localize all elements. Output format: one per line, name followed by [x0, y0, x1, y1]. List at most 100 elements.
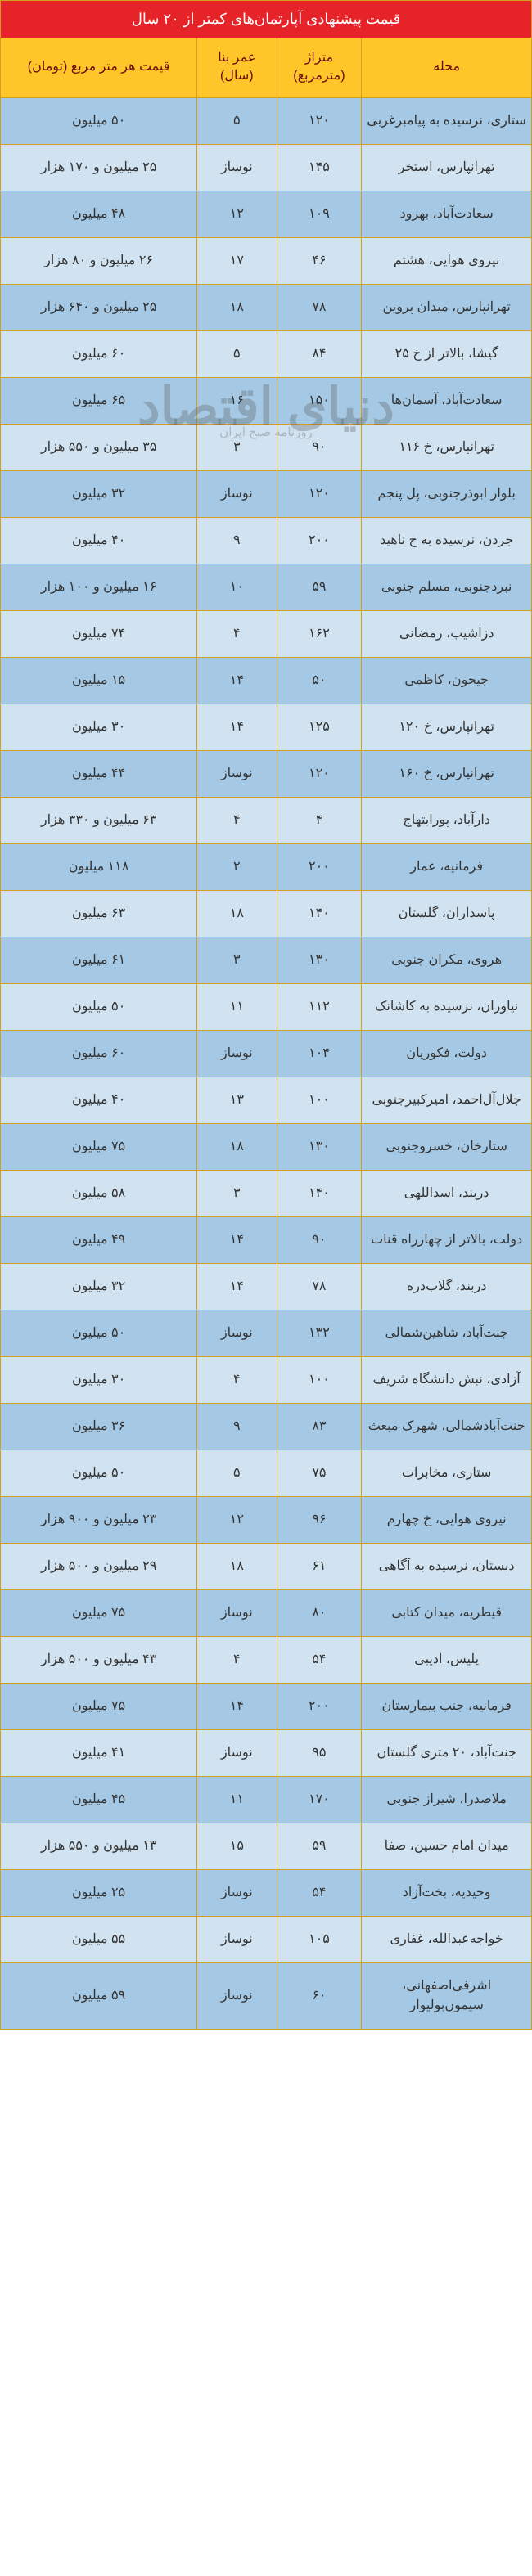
cell-price: ۱۱۸ میلیون	[1, 843, 197, 890]
cell-age: ۱۳	[197, 1077, 277, 1123]
cell-neighborhood: جنت‌آباد، ۲۰ متری گلستان	[362, 1729, 532, 1776]
cell-neighborhood: تهرانپارس، خ ۱۶۰	[362, 750, 532, 797]
cell-age: نوساز	[197, 1962, 277, 2029]
cell-area: ۱۰۰	[277, 1356, 362, 1403]
cell-age: نوساز	[197, 1916, 277, 1962]
cell-age: نوساز	[197, 750, 277, 797]
cell-area: ۱۶۲	[277, 610, 362, 657]
cell-age: نوساز	[197, 1589, 277, 1636]
cell-neighborhood: جلال‌آل‌احمد، امیرکبیرجنوبی	[362, 1077, 532, 1123]
cell-area: ۶۱	[277, 1543, 362, 1589]
cell-price: ۵۰ میلیون	[1, 97, 197, 144]
cell-price: ۷۴ میلیون	[1, 610, 197, 657]
cell-neighborhood: ملاصدرا، شیراز جنوبی	[362, 1776, 532, 1823]
table-row: جیحون، کاظمی۵۰۱۴۱۵ میلیون	[1, 657, 532, 704]
cell-age: ۳	[197, 937, 277, 983]
cell-price: ۳۲ میلیون	[1, 470, 197, 517]
table-row: تهرانپارس، میدان پروین۷۸۱۸۲۵ میلیون و ۶۴…	[1, 284, 532, 330]
table-row: ستارخان، خسروجنوبی۱۳۰۱۸۷۵ میلیون	[1, 1123, 532, 1170]
table-row: سعادت‌آباد، بهرود۱۰۹۱۲۴۸ میلیون	[1, 191, 532, 237]
cell-price: ۳۶ میلیون	[1, 1403, 197, 1450]
cell-neighborhood: دولت، فکوریان	[362, 1030, 532, 1077]
cell-neighborhood: فرمانیه، عمار	[362, 843, 532, 890]
table-row: دولت، بالاتر از چهارراه قنات۹۰۱۴۴۹ میلیو…	[1, 1216, 532, 1263]
cell-age: ۹	[197, 517, 277, 564]
cell-neighborhood: فرمانیه، جنب بیمارستان	[362, 1683, 532, 1729]
cell-neighborhood: دولت، بالاتر از چهارراه قنات	[362, 1216, 532, 1263]
cell-age: نوساز	[197, 1869, 277, 1916]
cell-area: ۸۴	[277, 330, 362, 377]
cell-age: نوساز	[197, 144, 277, 191]
cell-area: ۱۲۵	[277, 704, 362, 750]
cell-age: ۱۱	[197, 1776, 277, 1823]
cell-age: ۱۸	[197, 1123, 277, 1170]
cell-age: ۵	[197, 97, 277, 144]
cell-price: ۶۳ میلیون و ۳۳۰ هزار	[1, 797, 197, 843]
table-row: جنت‌آبادشمالی، شهرک مبعث۸۳۹۳۶ میلیون	[1, 1403, 532, 1450]
cell-price: ۵۰ میلیون	[1, 983, 197, 1030]
cell-neighborhood: نبردجنوبی، مسلم جنوبی	[362, 564, 532, 610]
table-row: ستاری، مخابرات۷۵۵۵۰ میلیون	[1, 1450, 532, 1496]
cell-neighborhood: پاسداران، گلستان	[362, 890, 532, 937]
cell-price: ۱۶ میلیون و ۱۰۰ هزار	[1, 564, 197, 610]
cell-neighborhood: جنت‌آبادشمالی، شهرک مبعث	[362, 1403, 532, 1450]
cell-neighborhood: جیحون، کاظمی	[362, 657, 532, 704]
cell-price: ۴۵ میلیون	[1, 1776, 197, 1823]
cell-neighborhood: پلیس، ادیبی	[362, 1636, 532, 1683]
table-row: میدان امام حسین، صفا۵۹۱۵۱۳ میلیون و ۵۵۰ …	[1, 1823, 532, 1869]
cell-area: ۴۶	[277, 237, 362, 284]
cell-age: ۱۴	[197, 1683, 277, 1729]
table-row: دولت، فکوریان۱۰۴نوساز۶۰ میلیون	[1, 1030, 532, 1077]
cell-age: ۲	[197, 843, 277, 890]
cell-age: ۵	[197, 330, 277, 377]
cell-age: ۱۷	[197, 237, 277, 284]
cell-neighborhood: دربند، اسداللهی	[362, 1170, 532, 1216]
cell-price: ۴۸ میلیون	[1, 191, 197, 237]
table-row: دربند، اسداللهی۱۴۰۳۵۸ میلیون	[1, 1170, 532, 1216]
cell-area: ۱۴۵	[277, 144, 362, 191]
cell-area: ۷۵	[277, 1450, 362, 1496]
cell-price: ۲۳ میلیون و ۹۰۰ هزار	[1, 1496, 197, 1543]
cell-neighborhood: جردن، نرسیده به خ ناهید	[362, 517, 532, 564]
cell-price: ۱۳ میلیون و ۵۵۰ هزار	[1, 1823, 197, 1869]
table-row: نیاوران، نرسیده به کاشانک۱۱۲۱۱۵۰ میلیون	[1, 983, 532, 1030]
table-title: قیمت پیشنهادی آپارتمان‌های کمتر از ۲۰ سا…	[1, 1, 532, 38]
table-row: ستاری، نرسیده به پیامبرغربی۱۲۰۵۵۰ میلیون	[1, 97, 532, 144]
cell-age: ۴	[197, 1636, 277, 1683]
table-row: خواجه‌عبدالله، غفاری۱۰۵نوساز۵۵ میلیون	[1, 1916, 532, 1962]
cell-area: ۴	[277, 797, 362, 843]
cell-area: ۱۳۰	[277, 1123, 362, 1170]
table-row: سعادت‌آباد، آسمان‌ها۱۵۰۱۶۶۵ میلیون	[1, 377, 532, 424]
cell-area: ۱۳۲	[277, 1310, 362, 1356]
cell-price: ۳۵ میلیون و ۵۵۰ هزار	[1, 424, 197, 470]
cell-neighborhood: دزاشیب، رمضانی	[362, 610, 532, 657]
cell-neighborhood: هروی، مکران جنوبی	[362, 937, 532, 983]
table-row: فرمانیه، عمار۲۰۰۲۱۱۸ میلیون	[1, 843, 532, 890]
cell-price: ۵۰ میلیون	[1, 1450, 197, 1496]
cell-area: ۲۰۰	[277, 517, 362, 564]
cell-neighborhood: نیروی هوایی، هشتم	[362, 237, 532, 284]
cell-age: نوساز	[197, 1729, 277, 1776]
cell-age: ۱۶	[197, 377, 277, 424]
cell-neighborhood: ستاری، نرسیده به پیامبرغربی	[362, 97, 532, 144]
table-row: دزاشیب، رمضانی۱۶۲۴۷۴ میلیون	[1, 610, 532, 657]
cell-age: ۴	[197, 1356, 277, 1403]
cell-age: ۱۱	[197, 983, 277, 1030]
table-header-row: محله متراژ (مترمربع) عمر بنا (سال) قیمت …	[1, 38, 532, 97]
cell-age: ۱۲	[197, 191, 277, 237]
cell-price: ۴۰ میلیون	[1, 517, 197, 564]
table-row: گیشا، بالاتر از خ ۲۵۸۴۵۶۰ میلیون	[1, 330, 532, 377]
cell-area: ۵۴	[277, 1869, 362, 1916]
cell-neighborhood: ستاری، مخابرات	[362, 1450, 532, 1496]
table-row: جنت‌آباد، ۲۰ متری گلستان۹۵نوساز۴۱ میلیون	[1, 1729, 532, 1776]
table-row: نیروی هوایی، هشتم۴۶۱۷۲۶ میلیون و ۸۰ هزار	[1, 237, 532, 284]
cell-age: ۵	[197, 1450, 277, 1496]
cell-neighborhood: ستارخان، خسروجنوبی	[362, 1123, 532, 1170]
cell-price: ۶۳ میلیون	[1, 890, 197, 937]
cell-neighborhood: وحیدیه، بخت‌آزاد	[362, 1869, 532, 1916]
cell-age: نوساز	[197, 470, 277, 517]
cell-area: ۱۰۹	[277, 191, 362, 237]
cell-price: ۲۶ میلیون و ۸۰ هزار	[1, 237, 197, 284]
table-row: جنت‌آباد، شاهین‌شمالی۱۳۲نوساز۵۰ میلیون	[1, 1310, 532, 1356]
cell-age: ۱۵	[197, 1823, 277, 1869]
